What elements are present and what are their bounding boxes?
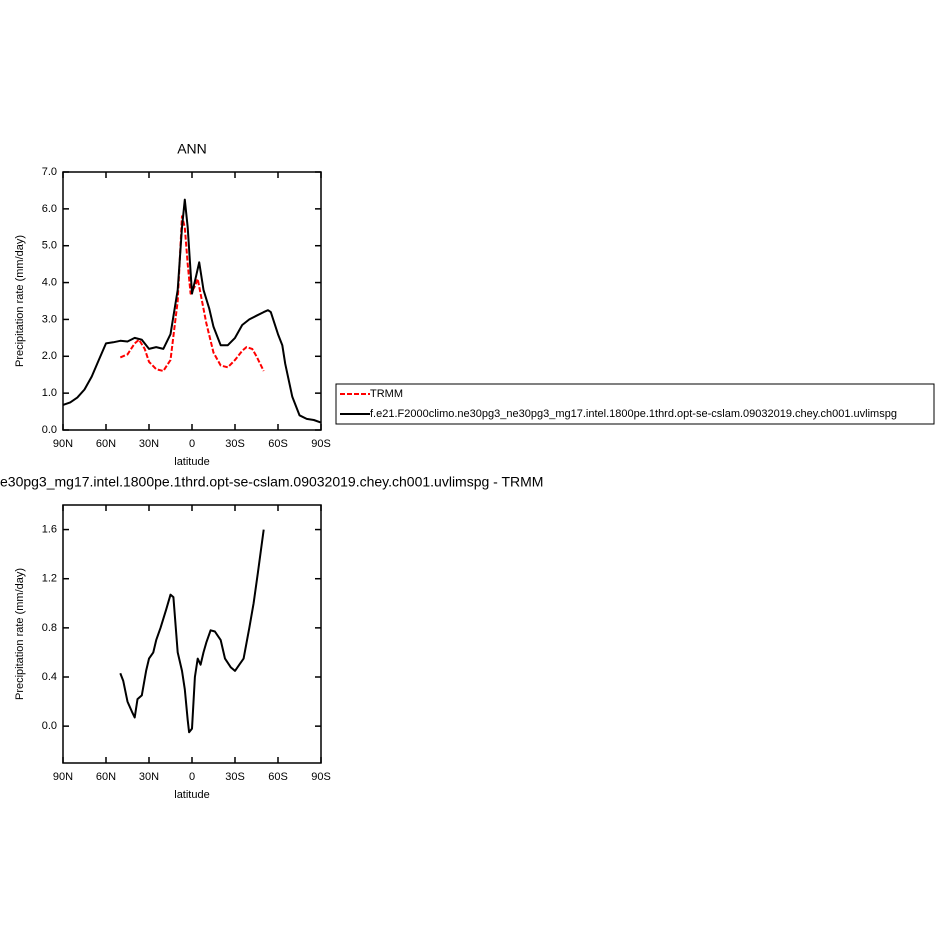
x-tick-label: 60S	[268, 438, 288, 450]
y-tick-label: 1.2	[42, 573, 57, 585]
legend-box	[335, 383, 935, 425]
x-tick-label: 60N	[96, 438, 116, 450]
x-tick-label: 0	[189, 438, 195, 450]
plot-frame	[62, 504, 322, 764]
y-tick-label: 3.0	[42, 313, 57, 325]
plot-frame	[62, 171, 322, 431]
x-tick-label: 30S	[225, 438, 245, 450]
data-line	[119, 529, 265, 734]
y-tick-label: 1.6	[42, 523, 57, 535]
legend-label: TRMM	[370, 388, 403, 400]
y-tick-label: 1.0	[42, 387, 57, 399]
x-axis-label: latitude	[174, 789, 209, 801]
x-tick-label: 60N	[96, 771, 116, 783]
y-tick-label: 2.0	[42, 350, 57, 362]
legend-label: f.e21.F2000climo.ne30pg3_ne30pg3_mg17.in…	[370, 408, 897, 420]
y-tick-label: 4.0	[42, 276, 57, 288]
x-tick-label: 30S	[225, 771, 245, 783]
y-tick-label: 7.0	[42, 166, 57, 178]
x-tick-label: 90N	[53, 438, 73, 450]
y-tick-label: 0.0	[42, 424, 57, 436]
x-tick-label: 0	[189, 771, 195, 783]
y-tick-label: 5.0	[42, 240, 57, 252]
x-tick-label: 30N	[139, 771, 159, 783]
y-tick-label: 0.0	[42, 720, 57, 732]
chart-title: e30pg3_mg17.intel.1800pe.1thrd.opt-se-cs…	[0, 474, 543, 490]
data-line	[62, 198, 322, 424]
chart-title: ANN	[177, 141, 207, 157]
x-tick-label: 30N	[139, 438, 159, 450]
y-axis-label: Precipitation rate (mm/day)	[14, 235, 26, 367]
x-axis-label: latitude	[174, 456, 209, 468]
x-tick-label: 90S	[311, 438, 331, 450]
x-tick-label: 90S	[311, 771, 331, 783]
data-line	[119, 215, 265, 372]
y-tick-label: 6.0	[42, 203, 57, 215]
x-tick-label: 60S	[268, 771, 288, 783]
y-axis-label: Precipitation rate (mm/day)	[14, 568, 26, 700]
y-tick-label: 0.4	[42, 671, 57, 683]
y-tick-label: 0.8	[42, 622, 57, 634]
x-tick-label: 90N	[53, 771, 73, 783]
